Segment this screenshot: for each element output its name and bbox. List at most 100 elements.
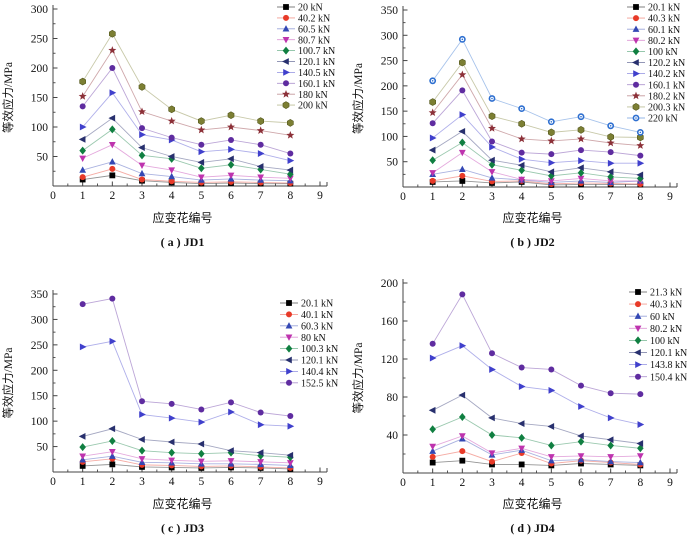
series-200-kn	[79, 29, 294, 127]
legend-label: 100 kN	[650, 336, 680, 347]
x-axis-title: 应变花编号	[152, 496, 212, 511]
y-tick-label: 300	[31, 4, 49, 16]
legend-label: 80.7 kN	[298, 35, 330, 46]
series-120.1-kn	[78, 425, 294, 459]
y-axis-title: 等效应力/MPa	[351, 343, 365, 414]
y-tick-label: 40	[387, 430, 399, 442]
legend-label: 180.2 kN	[648, 91, 685, 102]
y-tick-label: 200	[381, 278, 399, 290]
legend-label: 80.2 kN	[650, 324, 682, 335]
legend-label: 120.1 kN	[301, 356, 338, 367]
legend-label: 60.3 kN	[301, 321, 333, 332]
y-tick-label: 100	[31, 122, 49, 134]
series-120.2-kn	[428, 127, 644, 179]
y-axis-ticks: 40 80 120 160 200	[381, 278, 408, 455]
x-tick-label: 2	[459, 477, 465, 489]
x-tick-label: 8	[287, 190, 293, 202]
x-axis-ticks: 0 1 2 3 4 5 6 7 8 9	[400, 182, 673, 203]
legend-label: 143.8 kN	[650, 360, 687, 371]
x-tick-label: 3	[489, 477, 495, 489]
x-tick-label: 8	[637, 477, 643, 489]
legend-label: 60.5 kN	[298, 24, 330, 35]
legend-label: 150.4 kN	[650, 372, 687, 383]
x-tick-label: 9	[667, 191, 673, 203]
x-tick-label: 4	[169, 190, 175, 202]
legend-label: 140.5 kN	[298, 68, 335, 79]
legend-label: 152.5 kN	[301, 378, 338, 389]
x-tick-label: 5	[198, 476, 204, 488]
x-tick-label: 0	[400, 477, 406, 489]
legend-label: 60 kN	[650, 312, 675, 323]
x-tick-label: 1	[80, 190, 86, 202]
x-tick-label: 7	[608, 477, 614, 489]
x-tick-label: 2	[109, 190, 115, 202]
y-tick-label: 160	[381, 316, 399, 328]
x-tick-label: 0	[50, 190, 56, 202]
series-120.1-kn	[78, 114, 294, 174]
x-tick-label: 7	[258, 190, 264, 202]
caption: ( d ) JD4	[510, 521, 554, 535]
legend-label: 20 kN	[298, 3, 323, 14]
axes	[402, 6, 678, 188]
y-axis-title: 等效应力/MPa	[1, 348, 15, 419]
x-tick-label: 0	[50, 476, 56, 488]
x-tick-label: 7	[608, 191, 614, 203]
y-tick-label: 150	[381, 106, 399, 118]
y-tick-label: 50	[37, 442, 49, 454]
x-tick-label: 4	[519, 477, 525, 489]
y-tick-label: 200	[381, 81, 399, 93]
legend-label: 120.1 kN	[298, 57, 335, 68]
x-tick-label: 3	[489, 191, 495, 203]
legend-label: 140.4 kN	[301, 367, 338, 378]
x-tick-label: 9	[317, 476, 323, 488]
chart-panel-jd3: 50 100 150 200 250 300 350 0 1 2 3 4 5 6 7 8 9 20.1 kN 40.…	[0, 270, 350, 543]
x-axis-ticks: 0 1 2 3 4 5 6 7 8 9	[50, 467, 323, 488]
y-axis-title: 等效应力/MPa	[1, 62, 15, 133]
legend-label: 100.7 kN	[298, 46, 335, 57]
x-tick-label: 5	[198, 190, 204, 202]
x-tick-label: 3	[139, 190, 145, 202]
y-axis-ticks: 50 100 150 200 250 300 350	[381, 5, 408, 175]
legend-label: 100.3 kN	[301, 344, 338, 355]
legend-label: 120.1 kN	[650, 348, 687, 359]
series-150.4-kn	[429, 291, 644, 398]
y-axis-ticks: 50 100 150 200 250 300 350	[31, 289, 58, 460]
y-tick-label: 50	[387, 157, 399, 169]
caption: ( a ) JD1	[161, 235, 205, 249]
y-tick-label: 150	[31, 93, 49, 105]
x-tick-label: 3	[139, 476, 145, 488]
x-tick-label: 1	[80, 476, 86, 488]
y-tick-label: 100	[381, 131, 399, 143]
legend-label: 20.1 kN	[648, 3, 680, 14]
legend-label: 100 kN	[648, 47, 678, 58]
y-tick-label: 250	[381, 56, 399, 68]
x-axis-title: 应变花编号	[502, 210, 562, 225]
y-tick-label: 350	[381, 5, 399, 17]
legend-label: 220 kN	[648, 114, 678, 125]
legend-label: 200.3 kN	[648, 103, 685, 114]
x-tick-label: 5	[548, 477, 554, 489]
x-tick-label: 6	[578, 477, 584, 489]
series-220-kn	[429, 35, 644, 136]
series-160.1-kn	[79, 65, 294, 157]
x-tick-label: 1	[430, 477, 436, 489]
y-tick-label: 50	[37, 152, 49, 164]
series-152.5-kn	[79, 295, 294, 420]
chart-panel-jd4: 40 80 120 160 200 0 1 2 3 4 5 6 7 8 9 21.3 kN 40.3 kN 60 …	[350, 270, 700, 543]
legend-label: 40.2 kN	[298, 14, 330, 25]
x-tick-label: 5	[548, 191, 554, 203]
y-tick-label: 300	[381, 30, 399, 42]
legend-label: 40.3 kN	[648, 14, 680, 25]
y-tick-label: 100	[31, 416, 49, 428]
x-tick-label: 8	[287, 476, 293, 488]
y-tick-label: 200	[31, 63, 49, 75]
x-tick-label: 0	[400, 191, 406, 203]
x-tick-label: 8	[637, 191, 643, 203]
legend-label: 200 kN	[298, 101, 328, 112]
legend-label: 80.2 kN	[648, 36, 680, 47]
y-tick-label: 250	[31, 340, 49, 352]
